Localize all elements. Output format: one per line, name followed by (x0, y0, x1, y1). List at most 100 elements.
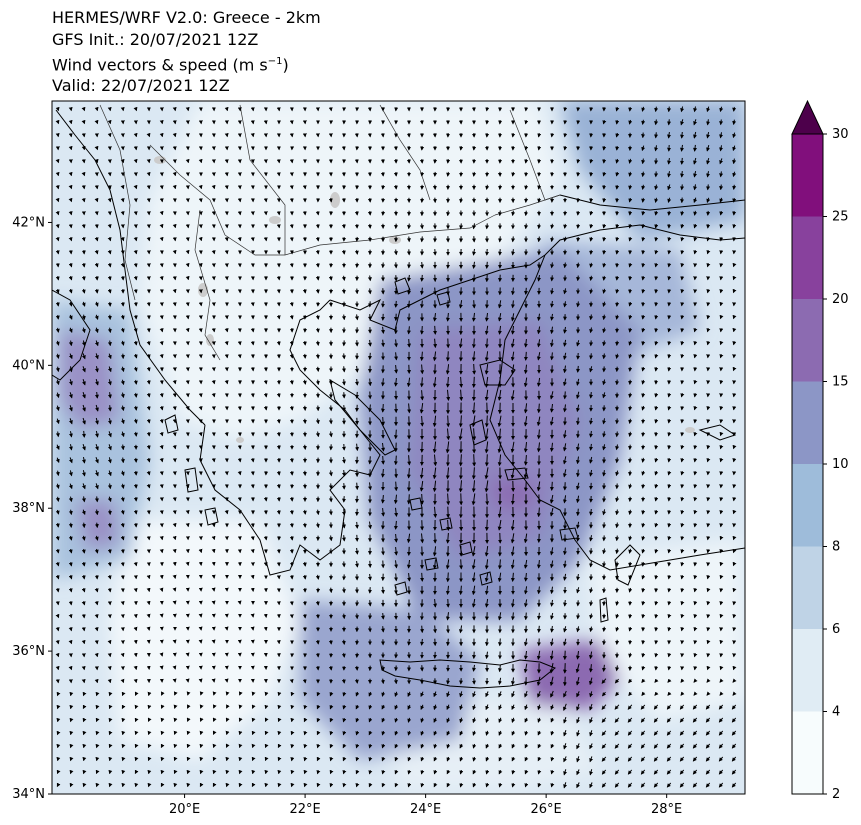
colorbar[interactable]: 2 4 6 8 10 15 20 25 30 (791, 99, 849, 802)
wind-arrow (198, 432, 203, 437)
wind-arrow (576, 159, 581, 164)
wind-arrow (394, 365, 399, 374)
wind-arrow (133, 289, 138, 294)
wind-arrow (693, 458, 698, 463)
wind-arrow (68, 405, 73, 412)
wind-arrow (81, 627, 86, 632)
wind-arrow (94, 263, 99, 268)
wind-arrow (68, 327, 73, 333)
wind-arrow (276, 432, 281, 437)
wind-arrow (654, 405, 659, 411)
wind-arrow (237, 211, 242, 216)
wind-arrow (706, 171, 711, 178)
wind-arrow (394, 300, 398, 308)
wind-arrow (511, 236, 516, 243)
wind-arrow (55, 210, 60, 216)
wind-arrow (289, 120, 294, 125)
map-panel[interactable] (52, 100, 745, 794)
wind-arrow (185, 406, 190, 411)
wind-arrow (341, 275, 346, 281)
wind-arrow (562, 378, 567, 387)
wind-arrow (94, 106, 99, 112)
wind-arrow (706, 119, 711, 126)
wind-arrow (55, 224, 60, 229)
wind-arrow (432, 377, 437, 388)
wind-arrow (562, 391, 567, 400)
wind-arrow (433, 625, 438, 634)
wind-arrow (589, 262, 594, 268)
wind-arrow (120, 158, 125, 164)
wind-arrow (575, 417, 580, 426)
wind-arrow (107, 172, 112, 177)
wind-arrow (589, 288, 594, 295)
wind-vectors (55, 106, 737, 789)
wind-arrow (446, 171, 451, 177)
wind-arrow (576, 378, 580, 386)
wind-arrow (641, 145, 646, 152)
wind-arrow (537, 625, 541, 633)
wind-arrow (628, 197, 633, 203)
wind-arrow (68, 119, 73, 125)
wind-arrow (471, 402, 476, 415)
wind-arrow (654, 132, 659, 139)
wind-arrow (472, 454, 477, 467)
wind-arrow (107, 418, 112, 425)
wind-arrow (146, 380, 151, 385)
wind-arrow (146, 419, 151, 424)
wind-arrow (211, 393, 216, 398)
wind-arrow (628, 301, 633, 307)
wind-arrow (198, 158, 203, 164)
wind-arrow (654, 184, 659, 191)
wind-arrow (107, 185, 112, 190)
wind-arrow (133, 211, 138, 216)
wind-arrow (549, 481, 554, 491)
wind-arrow (55, 106, 60, 112)
wind-arrow (693, 157, 697, 165)
wind-arrow (224, 354, 229, 359)
wind-arrow (641, 263, 646, 268)
wind-arrow (602, 172, 607, 177)
wind-arrow (94, 340, 99, 347)
wind-arrow (289, 185, 294, 190)
wind-arrow (107, 353, 112, 360)
wind-arrow (68, 392, 73, 399)
wind-arrow (146, 302, 151, 307)
wind-arrow (120, 263, 125, 268)
wind-arrow (393, 429, 398, 440)
wind-arrow (575, 508, 580, 517)
wind-arrow (276, 315, 281, 320)
wind-arrow (172, 406, 177, 411)
wind-arrow (120, 236, 125, 242)
wind-arrow (315, 288, 320, 294)
wind-arrow (419, 262, 424, 269)
wind-arrow (550, 326, 554, 335)
wind-arrow (133, 340, 138, 346)
wind-arrow (641, 614, 646, 619)
wind-arrow (133, 405, 138, 411)
wind-arrow (550, 313, 554, 321)
wind-arrow (680, 119, 685, 126)
wind-arrow (536, 326, 541, 335)
wind-arrow (94, 391, 99, 399)
wind-arrow (146, 367, 151, 372)
wind-arrow (289, 224, 294, 229)
wind-arrow (133, 366, 138, 372)
wind-arrow (719, 328, 724, 333)
wind-arrow (693, 184, 698, 191)
wind-arrow (120, 457, 125, 464)
wind-arrow (589, 275, 594, 281)
wind-arrow (107, 588, 112, 593)
lon-tick-label: 20°E (169, 802, 200, 817)
wind-arrow (120, 340, 125, 346)
wind-arrow (433, 287, 438, 296)
wind-arrow (289, 678, 294, 684)
wind-arrow (536, 403, 541, 414)
wind-arrow (654, 223, 659, 229)
wind-arrow (82, 430, 86, 438)
wind-arrow (432, 415, 437, 428)
wind-arrow (615, 457, 620, 464)
wind-arrow (289, 405, 294, 411)
wind-arrow (146, 626, 151, 631)
wind-arrow (107, 392, 112, 399)
wind-arrow (94, 314, 99, 320)
